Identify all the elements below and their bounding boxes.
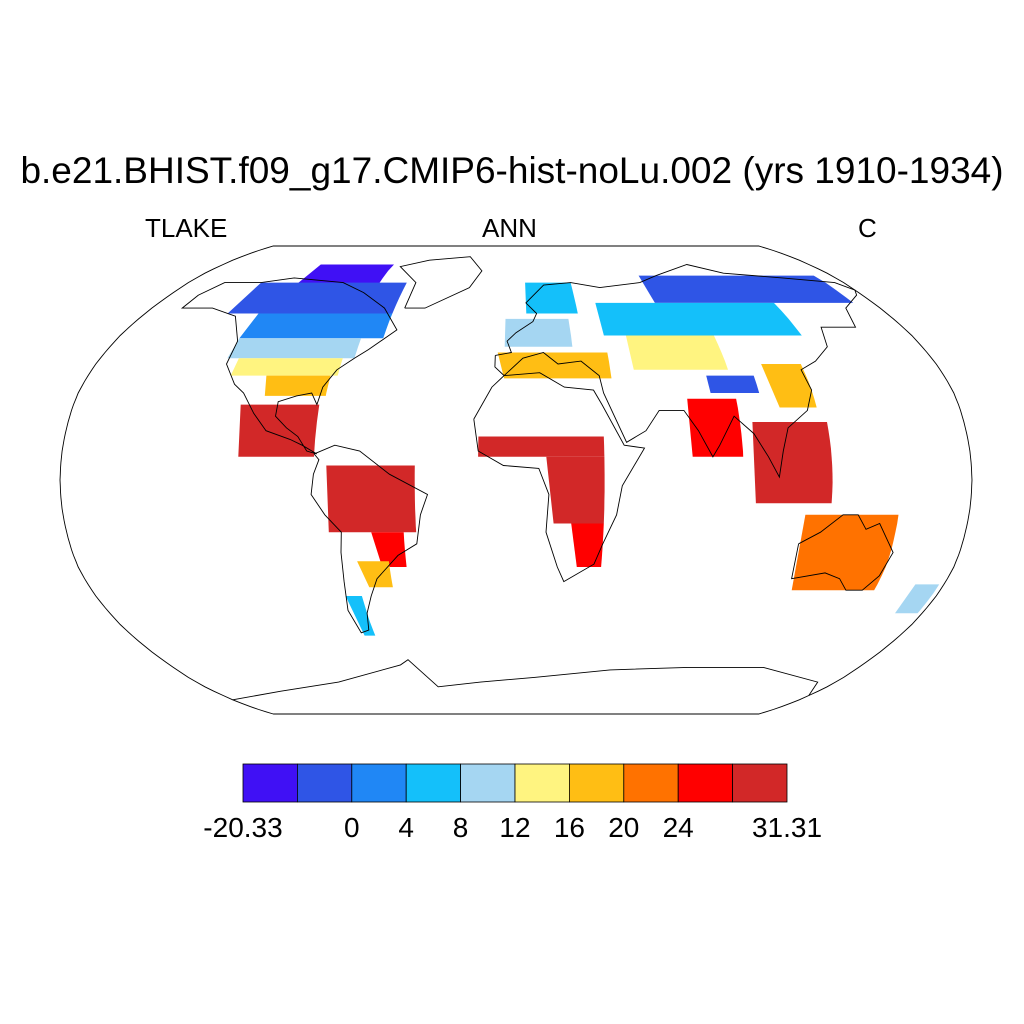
region-patagonia [345, 596, 376, 636]
region-new-zealand [895, 584, 940, 614]
region-central-usa [230, 358, 343, 376]
units-label: C [858, 213, 877, 243]
colorbar-box [405, 763, 462, 803]
colorbar-box [242, 763, 298, 803]
lake-temperature-field [227, 264, 940, 636]
colorbar-box [351, 763, 407, 803]
coastline-south-america [310, 444, 429, 634]
region-tibetan-plateau [706, 375, 760, 393]
region-canadian-arctic [292, 264, 394, 288]
region-northern-siberia [638, 275, 854, 303]
colorbar-tick-label: -20.33 [203, 812, 283, 843]
colorbar-tick-label: 20 [608, 812, 640, 843]
coastlines [180, 256, 894, 701]
colorbar-tick-label: 0 [344, 812, 360, 843]
coastline-north-america [180, 277, 398, 455]
colorbar-box [677, 763, 734, 803]
colorbar-tick-label: 31.31 [751, 812, 823, 843]
coastline-eurasia [494, 264, 858, 479]
colorbar-box [296, 763, 353, 803]
region-scandinavia [525, 282, 578, 314]
region-southern-usa [264, 375, 331, 396]
region-northern-usa [227, 338, 362, 359]
region-india [687, 398, 744, 457]
coastline-antarctica [232, 659, 819, 701]
region-western-europe [504, 318, 573, 347]
plot-title: b.e21.BHIST.f09_g17.CMIP6-hist-noLu.002 … [20, 150, 1004, 191]
colorbar [242, 763, 788, 803]
region-mexico-central-america [238, 404, 320, 457]
region-southern-africa [571, 523, 604, 567]
region-central-africa [546, 456, 605, 524]
colorbar-box [569, 763, 625, 803]
region-southern-canada [239, 313, 393, 339]
map-boundary [59, 245, 973, 715]
region-australia [791, 514, 899, 591]
region-mediterranean [497, 352, 612, 379]
colorbar-box [460, 763, 516, 803]
colorbar-tick-label: 12 [499, 812, 531, 843]
region-northern-canada [227, 282, 407, 314]
variable-label: TLAKE [145, 213, 228, 243]
colorbar-box [623, 763, 679, 803]
region-central-asia [625, 335, 728, 370]
region-southern-brazil [371, 532, 407, 567]
colorbar-tick-label: 4 [398, 812, 414, 843]
colorbar-tick-label: 8 [452, 812, 469, 843]
colorbar-tick-label: 16 [553, 812, 585, 843]
region-southern-siberia [595, 302, 802, 336]
colorbar-tick-label: 24 [662, 812, 694, 843]
region-argentina [357, 561, 393, 588]
region-southeast-asia [752, 422, 833, 504]
season-label: ANN [482, 213, 537, 243]
region-sahel [478, 436, 605, 457]
colorbar-box [732, 763, 788, 803]
region-eastern-china [761, 364, 817, 408]
region-amazon-basin [326, 465, 417, 533]
colorbar-box [514, 763, 570, 803]
coastline-greenland [399, 256, 483, 309]
coastline-australia [791, 514, 894, 591]
coastline-africa [473, 372, 646, 583]
